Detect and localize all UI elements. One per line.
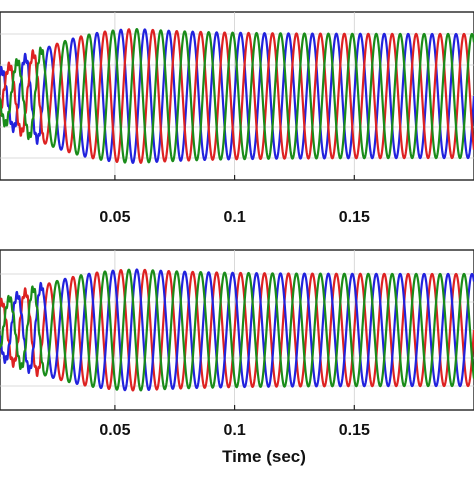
top-series-line-2	[0, 28, 474, 164]
bottom-tick-label: 0.15	[339, 422, 370, 439]
bottom-series-line-2	[0, 268, 474, 392]
bottom-panel: 0.05 0.1 0.15	[0, 249, 474, 439]
bottom-tick-label: 0.05	[99, 422, 130, 439]
top-tick-label: 0.15	[339, 209, 370, 226]
bottom-series-line-3	[0, 268, 474, 392]
bottom-x-ticks: 0.05 0.1 0.15	[99, 405, 370, 439]
top-series-line-3	[0, 27, 474, 164]
bottom-tick-label: 0.1	[223, 422, 245, 439]
x-axis-title: Time (sec)	[222, 447, 306, 466]
top-series-group	[0, 27, 474, 164]
top-panel: 0.05 0.1 0.15	[0, 11, 474, 226]
top-x-ticks: 0.05 0.1 0.15	[99, 175, 370, 226]
top-tick-label: 0.1	[223, 209, 245, 226]
top-tick-label: 0.05	[99, 209, 130, 226]
bottom-series-group	[0, 268, 474, 392]
